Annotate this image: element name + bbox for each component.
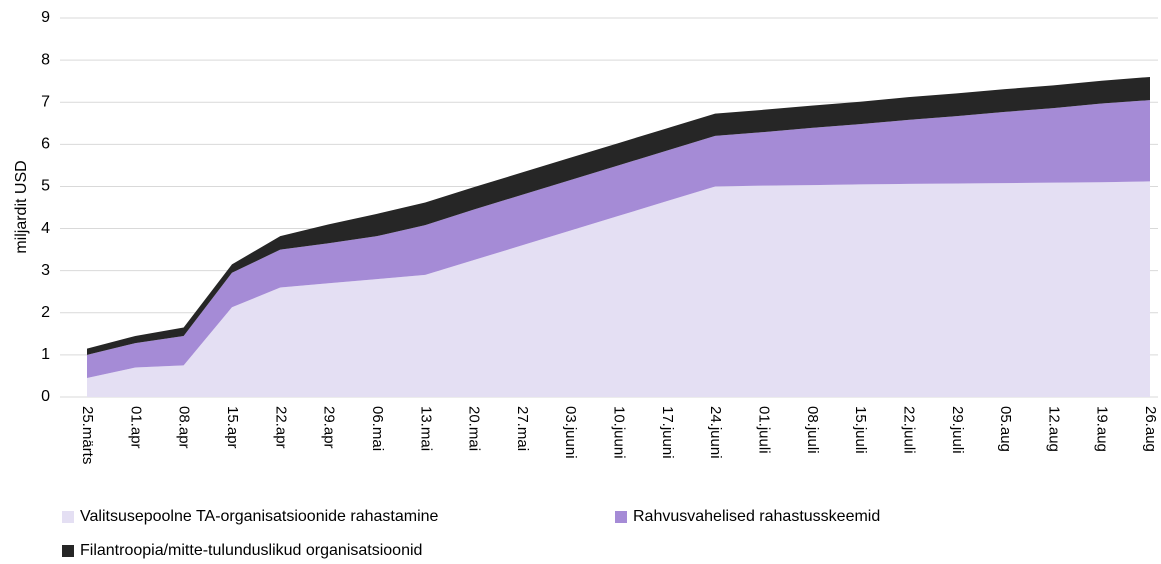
legend-label: Valitsusepoolne TA-organisatsioonide rah… [80,508,439,525]
x-tick-label: 08.juuli [804,406,821,454]
x-tick-label: 27.mai [514,406,531,451]
y-tick-label: 1 [41,346,50,363]
x-tick-label: 17.juuni [659,406,676,459]
x-tick-label: 26.aug [1142,406,1159,452]
legend-swatch [62,545,74,557]
area [87,181,1150,397]
x-tick-label: 15.apr [224,406,241,449]
y-tick-label: 7 [41,93,50,110]
x-tick-label: 13.mai [417,406,434,451]
y-tick-label: 6 [41,136,50,153]
legend-label: Rahvusvahelised rahastusskeemid [633,508,880,525]
y-tick-label: 4 [41,220,50,237]
x-tick-label: 22.apr [272,406,289,449]
x-tick-label: 06.mai [369,406,386,451]
area [87,100,1150,379]
y-tick-label: 5 [41,178,50,195]
x-tick-label: 19.aug [1094,406,1111,452]
x-tick-label: 01.juuli [755,406,772,454]
legend-swatch [62,511,74,523]
y-tick-label: 3 [41,262,50,279]
x-tick-label: 08.apr [176,406,193,449]
legend-swatch [615,511,627,523]
x-tick-label: 29.apr [321,406,338,449]
x-tick-label: 01.apr [127,406,144,449]
x-tick-label: 25.märts [79,406,96,464]
x-tick-label: 15.juuli [852,406,869,454]
x-tick-label: 29.juuli [949,406,966,454]
y-tick-label: 0 [41,388,50,405]
x-tick-label: 03.juuni [562,406,579,459]
x-tick-label: 05.aug [997,406,1014,452]
x-tick-label: 12.aug [1045,406,1062,452]
y-tick-label: 2 [41,304,50,321]
x-tick-label: 10.juuni [611,406,628,459]
y-tick-label: 9 [41,9,50,26]
x-tick-label: 24.juuni [707,406,724,459]
y-tick-label: 8 [41,51,50,68]
legend-label: Filantroopia/mitte-tulunduslikud organis… [80,542,422,559]
x-tick-label: 20.mai [466,406,483,451]
area [87,76,1150,355]
y-axis-title: miljardit USD [13,160,30,253]
x-tick-label: 22.juuli [900,406,917,454]
